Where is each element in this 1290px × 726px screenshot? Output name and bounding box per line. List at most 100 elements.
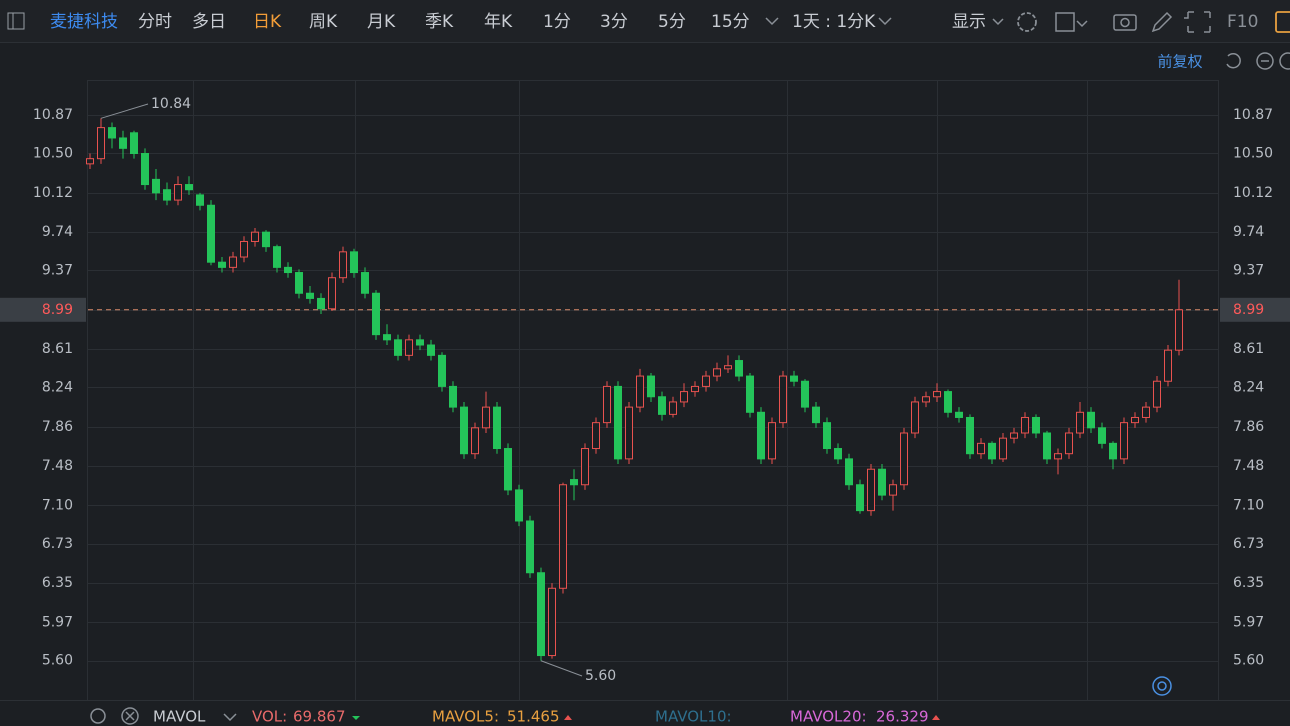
settings-icon-top[interactable] — [1017, 12, 1037, 32]
candle-body — [735, 360, 743, 377]
fullscreen-icon[interactable] — [1184, 11, 1211, 33]
candle-body — [900, 432, 908, 486]
period-tab[interactable]: 5分 — [658, 12, 686, 32]
undo-icon[interactable] — [1226, 52, 1241, 69]
candle-body — [449, 385, 457, 408]
camera-lens — [1120, 17, 1130, 28]
y-tick-label-right: 10.50 — [1233, 145, 1273, 161]
draw-icon[interactable] — [1151, 11, 1173, 33]
candle-body — [999, 437, 1007, 460]
checkbox-dropdown[interactable] — [1076, 20, 1088, 28]
zoom-out-icon[interactable] — [1256, 52, 1274, 70]
y-tick-label-right: 9.37 — [1233, 262, 1264, 278]
candle-body — [911, 401, 919, 434]
panel-icon[interactable] — [1275, 11, 1290, 33]
period-tab[interactable]: 日K — [253, 12, 282, 32]
candle-body — [922, 396, 930, 403]
period-tab[interactable]: 多日 — [192, 12, 226, 32]
candle-body — [614, 385, 622, 460]
candle-body — [152, 178, 160, 194]
candle-body — [383, 334, 391, 341]
candle-body — [306, 292, 314, 299]
vol-down-arrow — [352, 716, 360, 720]
adjust-button[interactable]: 前复权 — [1157, 53, 1202, 71]
candle-body — [526, 520, 534, 574]
candle-body — [482, 406, 490, 429]
candle-body — [262, 231, 270, 248]
candle-body — [559, 484, 567, 589]
y-tick-label-left: 9.37 — [42, 262, 73, 278]
candle-body — [856, 484, 864, 512]
y-tick-label-left: 7.48 — [42, 458, 73, 474]
close-icon[interactable] — [121, 707, 139, 725]
period-tab[interactable]: 分时 — [138, 12, 172, 32]
candle-body — [636, 375, 644, 408]
candle-body — [1109, 442, 1117, 460]
mavol5-up-arrow — [564, 715, 572, 720]
candle-body — [823, 422, 831, 450]
display-dropdown[interactable] — [992, 18, 1004, 26]
period-tab[interactable]: 季K — [425, 12, 454, 32]
settings-icon[interactable] — [90, 708, 106, 724]
candle-body — [1010, 432, 1018, 439]
sidebar-toggle[interactable] — [7, 12, 25, 30]
indicator-dropdown[interactable] — [223, 713, 237, 722]
y-tick-label-right: 10.87 — [1233, 107, 1273, 123]
search-icon[interactable] — [1152, 676, 1172, 696]
candle-body — [185, 184, 193, 191]
period-tab[interactable]: 年K — [484, 12, 513, 32]
period-tab[interactable]: 周K — [309, 12, 338, 32]
candle-body — [295, 272, 303, 294]
candle-body — [537, 572, 545, 657]
f10-button[interactable]: F10 — [1227, 12, 1258, 32]
checkbox-icon[interactable] — [1055, 12, 1075, 32]
candle-body — [141, 152, 149, 186]
period-dropdown[interactable] — [878, 17, 892, 26]
candle-body — [977, 442, 985, 455]
y-tick-label-right: 7.10 — [1233, 497, 1264, 513]
y-tick-label-left: 5.97 — [42, 614, 73, 630]
period-tab[interactable]: 3分 — [600, 12, 628, 32]
candle-body — [1054, 453, 1062, 460]
period-tab[interactable]: 1分 — [543, 12, 571, 32]
candle-body — [284, 266, 292, 274]
candle-body — [845, 458, 853, 486]
indicator-label: MAVOL10: — [655, 708, 732, 726]
zoom-in-icon[interactable] — [1279, 52, 1290, 70]
period-selector[interactable]: 1天 : 1分K — [792, 12, 876, 32]
candle-body — [1076, 411, 1084, 434]
display-menu[interactable]: 显示 — [952, 12, 986, 32]
indicator-label: MAVOL20: — [790, 708, 867, 726]
indicator-name[interactable]: MAVOL — [153, 708, 206, 726]
candle-body — [867, 468, 875, 512]
candle-body — [1021, 416, 1029, 434]
period-tab[interactable]: 月K — [367, 12, 396, 32]
candle-body — [702, 375, 710, 387]
candle-body — [724, 365, 732, 370]
y-tick-label-left: 5.60 — [42, 653, 73, 669]
y-tick-label-left: 8.61 — [42, 341, 73, 357]
candle-body — [240, 240, 248, 258]
search-icon-inner — [1157, 681, 1167, 691]
candle-body — [988, 442, 996, 460]
candle-body — [515, 489, 523, 522]
close-icon-x — [125, 711, 135, 721]
candle-body — [592, 422, 600, 450]
candle-body — [768, 422, 776, 460]
y-tick-label-left: 6.73 — [42, 536, 73, 552]
candle-body — [273, 246, 281, 268]
candle-body — [108, 127, 116, 139]
more-periods[interactable] — [765, 17, 779, 26]
candle-body — [130, 132, 138, 154]
candle-body — [812, 406, 820, 424]
candle-body — [394, 339, 402, 356]
mavol20-up-arrow — [932, 715, 940, 720]
candle-body — [548, 587, 556, 657]
candle-body — [933, 391, 941, 398]
camera-icon[interactable] — [1113, 14, 1137, 31]
stock-name[interactable]: 麦捷科技 — [50, 12, 118, 32]
y-tick-label-right: 7.48 — [1233, 458, 1264, 474]
candle-body — [1142, 406, 1150, 418]
candle-body — [1098, 427, 1106, 444]
period-tab[interactable]: 15分 — [711, 12, 750, 32]
